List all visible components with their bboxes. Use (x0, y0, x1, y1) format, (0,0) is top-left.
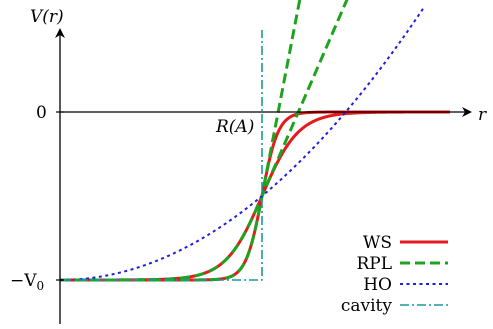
y-axis-label: V(r) (30, 7, 64, 27)
y-tick-depth-sub: 0 (37, 279, 45, 293)
rpl-curve-1 (60, 0, 302, 282)
legend-label-rpl: RPL (356, 254, 392, 274)
legend-label-ho: HO (363, 275, 392, 295)
x-axis-label: r (478, 105, 487, 125)
y-tick-depth: −V0 (10, 271, 44, 293)
legend-label-cavity: cavity (341, 296, 393, 316)
cavity-curve-1 (62, 30, 263, 281)
ho-curve-1 (60, 7, 425, 281)
x-marker-label: R(A) (215, 117, 254, 137)
legend-label-ws: WS (363, 233, 392, 253)
y-tick-zero: 0 (36, 103, 47, 123)
y-tick-depth-base: −V (10, 271, 37, 291)
